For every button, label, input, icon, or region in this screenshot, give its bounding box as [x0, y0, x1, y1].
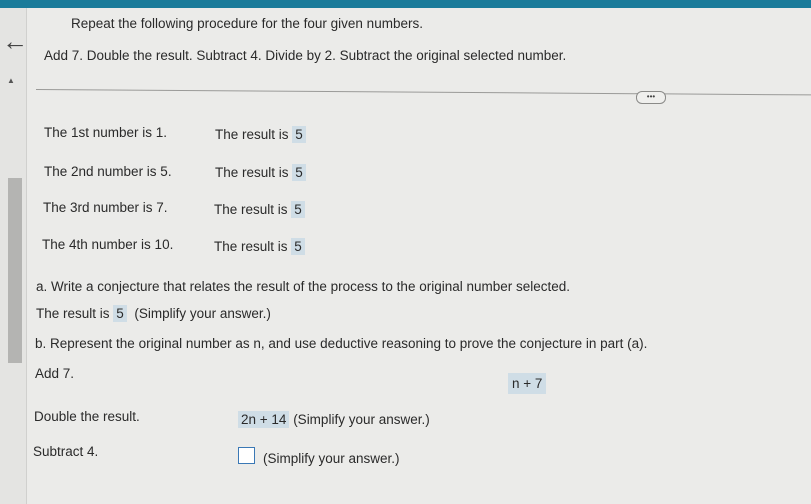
step-2-label: Double the result. — [34, 409, 140, 424]
row-3-result: The result is 5 — [214, 201, 305, 218]
left-panel: ← ▲ — [0, 8, 28, 504]
step-1-answer-wrap: n + 7 — [508, 373, 547, 394]
procedure: Add 7. Double the result. Subtract 4. Di… — [44, 48, 567, 63]
row-3-label: The 3rd number is 7. — [43, 200, 168, 215]
row-1-result: The result is 5 — [215, 126, 306, 143]
row-4-result: The result is 5 — [214, 238, 305, 255]
part-b-prompt: b. Represent the original number as n, a… — [35, 336, 648, 351]
step-1-answer[interactable]: n + 7 — [508, 373, 547, 394]
step-3-answer-input[interactable] — [238, 447, 255, 464]
result-label: The result is — [214, 239, 288, 254]
part-a-prefix: The result is — [36, 306, 110, 321]
step-1-label: Add 7. — [35, 366, 75, 381]
result-answer[interactable]: 5 — [292, 126, 306, 143]
result-answer[interactable]: 5 — [292, 164, 306, 181]
result-answer[interactable]: 5 — [291, 201, 305, 218]
step-3-hint: (Simplify your answer.) — [263, 451, 400, 466]
back-arrow-icon[interactable]: ← — [2, 26, 28, 56]
step-3-label: Subtract 4. — [33, 444, 99, 459]
part-a-answer-line: The result is 5 (Simplify your answer.) — [36, 305, 271, 322]
scroll-up-icon[interactable]: ▲ — [7, 76, 15, 85]
row-4-label: The 4th number is 10. — [42, 237, 174, 252]
part-a-hint: (Simplify your answer.) — [134, 306, 271, 321]
part-a-prompt: a. Write a conjecture that relates the r… — [36, 279, 571, 294]
row-2-result: The result is 5 — [215, 164, 306, 181]
top-bar — [0, 0, 811, 8]
result-answer[interactable]: 5 — [291, 238, 305, 255]
instructions: Repeat the following procedure for the f… — [71, 16, 423, 31]
step-2-answer-wrap: 2n + 14 (Simplify your answer.) — [238, 411, 430, 428]
result-label: The result is — [214, 202, 288, 217]
row-2-label: The 2nd number is 5. — [44, 164, 172, 179]
result-label: The result is — [215, 165, 289, 180]
step-2-hint: (Simplify your answer.) — [293, 412, 430, 427]
scrollbar-thumb[interactable] — [8, 178, 22, 363]
step-2-answer[interactable]: 2n + 14 — [238, 411, 290, 428]
more-button[interactable]: ••• — [636, 91, 666, 104]
part-a-answer[interactable]: 5 — [113, 305, 127, 322]
divider — [35, 89, 811, 96]
result-label: The result is — [215, 127, 289, 142]
row-1-label: The 1st number is 1. — [44, 125, 168, 140]
